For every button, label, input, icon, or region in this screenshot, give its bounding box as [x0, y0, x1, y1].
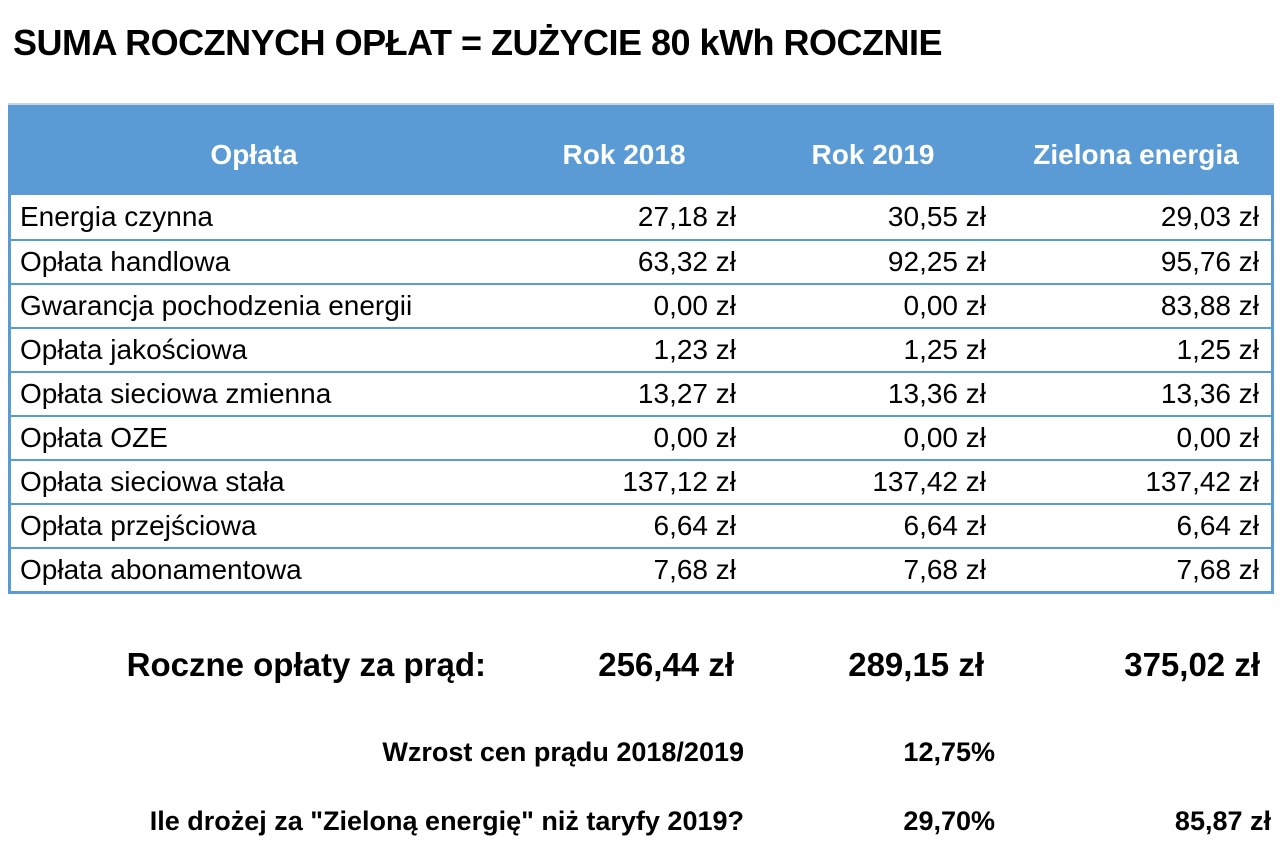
row-label: Energia czynna — [20, 201, 214, 232]
summary-section: Roczne opłaty za prąd: 256,44 zł 289,15 … — [8, 643, 1274, 839]
value-rok-2018: 137,12 zł — [622, 466, 736, 497]
column-header-rok-2019: Rok 2019 — [811, 139, 935, 170]
table-row-oplata-abonamentowa: Opłata abonamentowa 7,68 zł 7,68 zł 7,68… — [11, 547, 1271, 591]
value-rok-2019: 30,55 zł — [887, 201, 986, 232]
price-increase-row: Wzrost cen prądu 2018/2019 12,75% — [8, 734, 1274, 770]
table-row-oplata-sieciowa-zmienna: Opłata sieciowa zmienna 13,27 zł 13,36 z… — [11, 371, 1271, 415]
row-label: Opłata jakościowa — [20, 334, 248, 365]
price-increase-empty-cell — [998, 734, 1274, 770]
green-premium-amount: 85,87 zł — [1174, 806, 1271, 836]
table-row-oplata-oze: Opłata OZE 0,00 zł 0,00 zł 0,00 zł — [11, 415, 1271, 459]
value-zielona: 13,36 zł — [1160, 378, 1259, 409]
value-rok-2019: 13,36 zł — [887, 378, 986, 409]
row-label: Opłata handlowa — [20, 246, 231, 277]
table-header-row: Opłata Rok 2018 Rok 2019 Zielona energia — [8, 103, 1274, 195]
annual-total-zielona: 375,02 zł — [1124, 646, 1260, 683]
value-rok-2018: 1,23 zł — [653, 334, 737, 365]
value-rok-2019: 7,68 zł — [903, 554, 987, 585]
value-zielona: 0,00 zł — [1176, 422, 1260, 453]
value-rok-2018: 27,18 zł — [637, 201, 736, 232]
value-rok-2019: 6,64 zł — [903, 510, 987, 541]
table-row-energia-czynna: Energia czynna 27,18 zł 30,55 zł 29,03 z… — [11, 195, 1271, 239]
row-label: Gwarancja pochodzenia energii — [20, 290, 413, 321]
table-row-oplata-przejsciowa: Opłata przejściowa 6,64 zł 6,64 zł 6,64 … — [11, 503, 1271, 547]
value-rok-2019: 92,25 zł — [887, 246, 986, 277]
value-rok-2018: 0,00 zł — [653, 422, 737, 453]
value-rok-2018: 13,27 zł — [637, 378, 736, 409]
value-rok-2018: 63,32 zł — [637, 246, 736, 277]
page-title: SUMA ROCZNYCH OPŁAT = ZUŻYCIE 80 kWh ROC… — [13, 22, 943, 63]
row-label: Opłata sieciowa stała — [20, 466, 285, 497]
value-rok-2019: 0,00 zł — [903, 422, 987, 453]
value-zielona: 137,42 zł — [1145, 466, 1259, 497]
value-zielona: 29,03 zł — [1160, 201, 1259, 232]
value-zielona: 6,64 zł — [1176, 510, 1260, 541]
table-row-gwarancja-pochodzenia: Gwarancja pochodzenia energii 0,00 zł 0,… — [11, 283, 1271, 327]
table-row-oplata-handlowa: Opłata handlowa 63,32 zł 92,25 zł 95,76 … — [11, 239, 1271, 283]
table-row-oplata-sieciowa-stala: Opłata sieciowa stała 137,12 zł 137,42 z… — [11, 459, 1271, 503]
price-increase-label: Wzrost cen prądu 2018/2019 — [382, 737, 744, 767]
green-premium-row: Ile drożej za "Zieloną energię" niż tary… — [8, 803, 1274, 839]
annual-total-rok-2019: 289,15 zł — [848, 646, 984, 683]
value-rok-2018: 0,00 zł — [653, 290, 737, 321]
table-row-oplata-jakosciowa: Opłata jakościowa 1,23 zł 1,25 zł 1,25 z… — [11, 327, 1271, 371]
annual-totals-row: Roczne opłaty za prąd: 256,44 zł 289,15 … — [8, 643, 1274, 687]
value-zielona: 83,88 zł — [1160, 290, 1259, 321]
row-label: Opłata abonamentowa — [20, 554, 302, 585]
value-zielona: 1,25 zł — [1176, 334, 1260, 365]
value-rok-2018: 6,64 zł — [653, 510, 737, 541]
row-label: Opłata OZE — [20, 422, 168, 453]
annual-totals-label: Roczne opłaty za prąd: — [126, 646, 486, 683]
value-rok-2018: 7,68 zł — [653, 554, 737, 585]
price-increase-percent: 12,75% — [903, 737, 995, 767]
value-zielona: 7,68 zł — [1176, 554, 1260, 585]
column-header-zielona-energia: Zielona energia — [1033, 139, 1239, 170]
green-premium-label: Ile drożej za "Zieloną energię" niż tary… — [149, 806, 744, 836]
value-rok-2019: 1,25 zł — [903, 334, 987, 365]
value-rok-2019: 0,00 zł — [903, 290, 987, 321]
row-label: Opłata przejściowa — [20, 510, 257, 541]
column-header-rok-2018: Rok 2018 — [562, 139, 686, 170]
column-header-oplata: Opłata — [210, 139, 298, 170]
table-body: Energia czynna 27,18 zł 30,55 zł 29,03 z… — [8, 195, 1274, 594]
annual-total-rok-2018: 256,44 zł — [598, 646, 734, 683]
fees-table: Opłata Rok 2018 Rok 2019 Zielona energia… — [8, 103, 1274, 594]
value-rok-2019: 137,42 zł — [872, 466, 986, 497]
row-label: Opłata sieciowa zmienna — [20, 378, 332, 409]
green-premium-percent: 29,70% — [903, 806, 995, 836]
value-zielona: 95,76 zł — [1160, 246, 1259, 277]
